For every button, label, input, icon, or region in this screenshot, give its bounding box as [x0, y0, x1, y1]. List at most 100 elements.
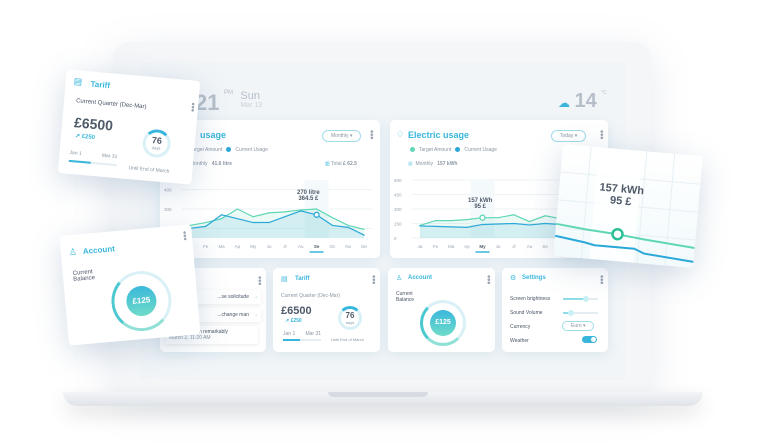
x-tick-label: Ma	[218, 244, 225, 249]
card-title: Account	[82, 244, 116, 256]
balance-label: Current Balance	[72, 269, 96, 283]
clock: 21 PM Sun Mar 13	[195, 90, 262, 116]
data-point	[331, 224, 334, 227]
data-point	[497, 217, 499, 219]
more-menu-icon[interactable]: •••	[255, 276, 265, 286]
more-menu-icon[interactable]: •••	[179, 230, 191, 241]
tariff-amount: £6500	[73, 114, 114, 134]
period-dropdown[interactable]: Today ▾	[551, 130, 587, 142]
more-menu-icon[interactable]: •••	[597, 275, 607, 285]
tariff-icon: ▤	[281, 276, 288, 283]
x-tick-label: Ju	[267, 244, 272, 249]
until-label: Until End of March	[331, 337, 364, 342]
x-tick-label: Jl	[283, 244, 286, 249]
temperature: 14	[574, 90, 597, 112]
data-point	[434, 220, 437, 222]
data-point	[220, 218, 223, 220]
data-point	[434, 225, 437, 227]
data-point	[268, 221, 270, 224]
data-point	[347, 224, 349, 227]
more-menu-icon[interactable]: •••	[187, 102, 199, 113]
x-tick-label: Se	[314, 244, 320, 249]
data-point	[363, 234, 365, 236]
period-dropdown[interactable]: Monthly ▾	[322, 130, 362, 142]
balance-value: £125	[430, 310, 456, 336]
highlight-point	[479, 214, 486, 221]
card-title: Account	[408, 275, 432, 281]
data-point	[466, 226, 468, 228]
x-tick-label: Ap	[235, 244, 241, 249]
series-line-0	[189, 208, 365, 230]
temperature-unit: °C	[601, 90, 607, 96]
x-tick-label: No	[345, 244, 351, 249]
data-point	[300, 210, 302, 212]
brightness-slider[interactable]	[563, 296, 598, 302]
highlight-point	[611, 227, 624, 241]
calendar-icon: ▦	[408, 161, 413, 167]
message-item[interactable]: ...change man →	[165, 308, 261, 322]
quarter-label: Current Quarter (Dec-Mar)	[75, 98, 147, 111]
laptop-notch	[328, 392, 428, 397]
user-icon: ♙	[68, 246, 78, 258]
series-line-1	[189, 210, 365, 236]
tariff-amount: £6500	[281, 305, 312, 317]
data-point	[363, 228, 365, 230]
more-menu-icon[interactable]: •••	[369, 275, 379, 285]
data-point	[205, 225, 207, 227]
weather[interactable]: ☁ 14 °C	[558, 90, 607, 113]
lightbulb-icon: ♢	[396, 129, 405, 139]
message-item[interactable]: ...se solicitude →	[165, 290, 261, 304]
gas-usage-chart[interactable]: 200300400JaFeMaApMyJuJlAuSeOcNoDe	[160, 172, 380, 254]
x-tick-label: Au	[298, 244, 304, 249]
volume-slider[interactable]	[563, 310, 598, 316]
cloud-snow-icon: ☁	[558, 96, 570, 110]
until-label: Until End of March	[128, 165, 170, 175]
ampm: PM	[223, 90, 233, 96]
more-menu-icon[interactable]: •••	[597, 130, 607, 140]
card-title: Tariff	[90, 79, 111, 91]
day: Sun	[240, 90, 260, 102]
data-point	[419, 225, 421, 227]
data-point	[544, 222, 546, 225]
tariff-delta: ↗ £250	[285, 318, 302, 324]
dashboard-screen: 21 PM Sun Mar 13 ☁ 14 °C usage Monthly ▾…	[140, 62, 626, 380]
x-tick-label: Ja	[417, 244, 422, 249]
balance-gauge	[420, 300, 466, 346]
tariff-delta: ↗ £250	[74, 133, 96, 142]
data-point	[497, 223, 499, 225]
data-point	[220, 214, 223, 216]
card-title: usage	[200, 130, 227, 140]
floating-chart-zoom-card: 157 kWh 95 £	[553, 144, 703, 268]
tariff-progress	[283, 339, 321, 341]
data-point	[236, 218, 239, 220]
card-title: Tariff	[295, 276, 310, 282]
data-point	[544, 215, 546, 217]
arrow-right-icon: →	[253, 312, 258, 318]
chart-tooltip: 270 litre 364.5 £	[297, 190, 320, 202]
monthly-summary: Monthly 41.6 litre	[190, 161, 232, 167]
more-menu-icon[interactable]: •••	[484, 275, 494, 285]
data-point	[450, 226, 452, 228]
message-text: ...se solicitude	[217, 294, 249, 300]
data-point	[450, 220, 452, 222]
data-point	[528, 220, 531, 223]
weather-toggle[interactable]	[582, 336, 597, 343]
data-point	[331, 217, 334, 219]
electric-usage-card: ♢ Electric usage Today ▾ ••• Target Amou…	[390, 120, 608, 258]
tariff-progress	[68, 159, 117, 167]
more-menu-icon[interactable]: •••	[367, 130, 377, 140]
data-point	[347, 226, 349, 228]
tariff-icon: ▤	[73, 76, 83, 87]
x-tick-label: Se	[542, 244, 548, 249]
y-tick-label: 400	[164, 188, 172, 193]
currency-dropdown[interactable]: Euro ▾	[562, 321, 595, 331]
data-point	[284, 216, 286, 218]
date: Mar 13	[240, 102, 263, 109]
data-point	[513, 214, 515, 216]
x-tick-label: Oc	[330, 244, 337, 249]
user-icon: ♙	[396, 275, 403, 282]
legend: Target Amount Current Usage	[190, 147, 268, 153]
monthly-summary: ▦ Monthly 157 kWh	[408, 161, 458, 167]
balance-label: Current Balance	[396, 291, 415, 303]
tariff-card: ▤ Tariff ••• Current Quarter (Dec-Mar) £…	[273, 268, 380, 352]
